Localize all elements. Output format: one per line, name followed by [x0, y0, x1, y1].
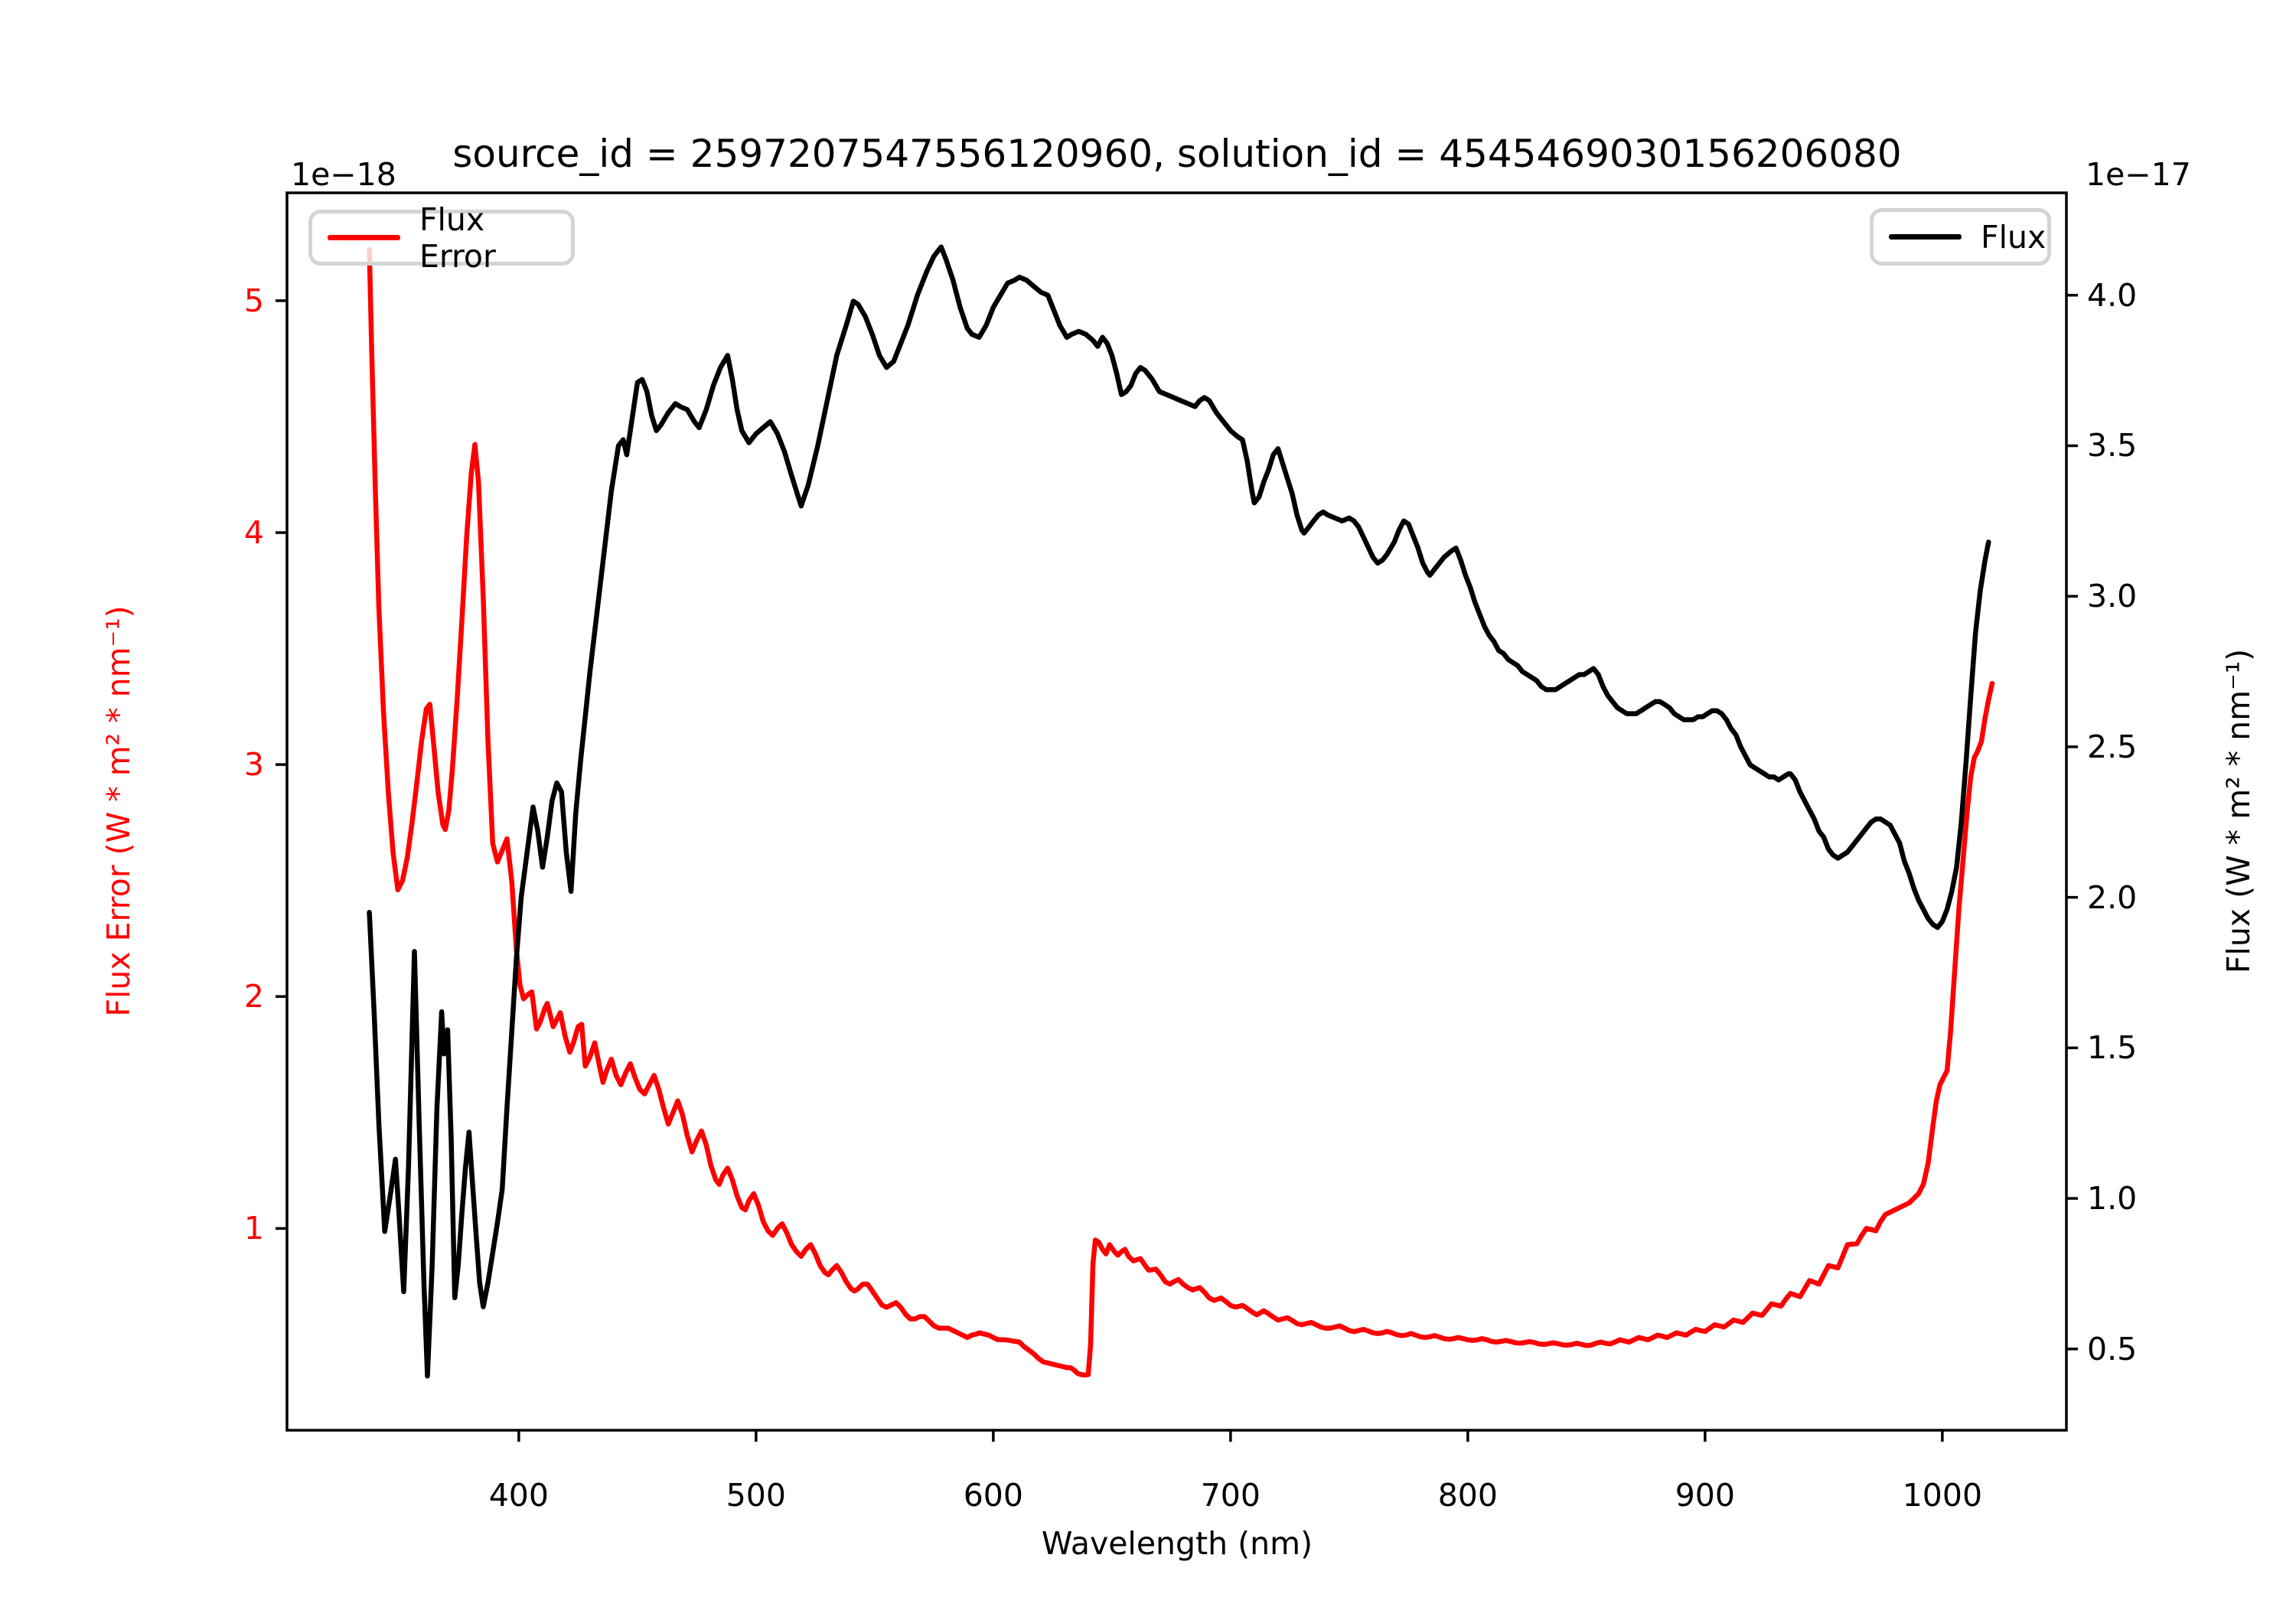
right-axis-offset-label: 1e−17 — [2086, 156, 2191, 193]
right-y-tick-label: 1.0 — [2087, 1180, 2138, 1217]
right-y-tick-label: 2.5 — [2087, 728, 2138, 765]
right-y-tick-label: 3.0 — [2087, 578, 2138, 615]
flux-error-line-sample — [328, 235, 400, 240]
x-tick-label: 700 — [1200, 1477, 1261, 1514]
x-tick-label: 600 — [963, 1477, 1023, 1514]
left-y-tick-label: 2 — [243, 978, 264, 1015]
legend-flux-error: Flux Error — [308, 201, 575, 275]
legend-flux: Flux — [1870, 208, 2051, 266]
left-y-tick-label: 1 — [243, 1210, 264, 1247]
x-tick-label: 800 — [1437, 1477, 1498, 1514]
left-y-tick-label: 4 — [243, 514, 264, 552]
flux-line-sample — [1889, 234, 1962, 240]
legend-flux-label: Flux — [1981, 218, 2047, 256]
left-y-tick-label: 3 — [243, 746, 264, 784]
right-y-tick-label: 1.5 — [2087, 1029, 2138, 1067]
left-y-tick-label: 5 — [243, 282, 264, 319]
x-tick-label: 500 — [726, 1477, 786, 1514]
left-axis-offset-label: 1e−18 — [291, 156, 396, 193]
x-tick-label: 1000 — [1902, 1477, 1983, 1514]
right-y-tick-label: 2.0 — [2087, 878, 2138, 916]
axes-spines — [285, 191, 2068, 1432]
right-y-tick-label: 4.0 — [2087, 276, 2138, 314]
series-line-flux — [367, 244, 1991, 1379]
series-line-flux-error — [367, 247, 1995, 1378]
x-tick-label: 900 — [1675, 1477, 1735, 1514]
x-tick-label: 400 — [488, 1477, 549, 1514]
right-y-tick-label: 3.5 — [2087, 427, 2138, 464]
right-y-tick-label: 0.5 — [2087, 1330, 2138, 1367]
x-axis-title: Wavelength (nm) — [1041, 1525, 1313, 1562]
right-axis-title: Flux (W * m² * nm⁻¹) — [2220, 648, 2257, 974]
legend-flux-error-label: Flux Error — [419, 200, 496, 275]
chart-title: source_id = 2597207547556120960, solutio… — [452, 132, 1902, 176]
left-axis-title: Flux Error (W * m² * nm⁻¹) — [100, 605, 137, 1017]
